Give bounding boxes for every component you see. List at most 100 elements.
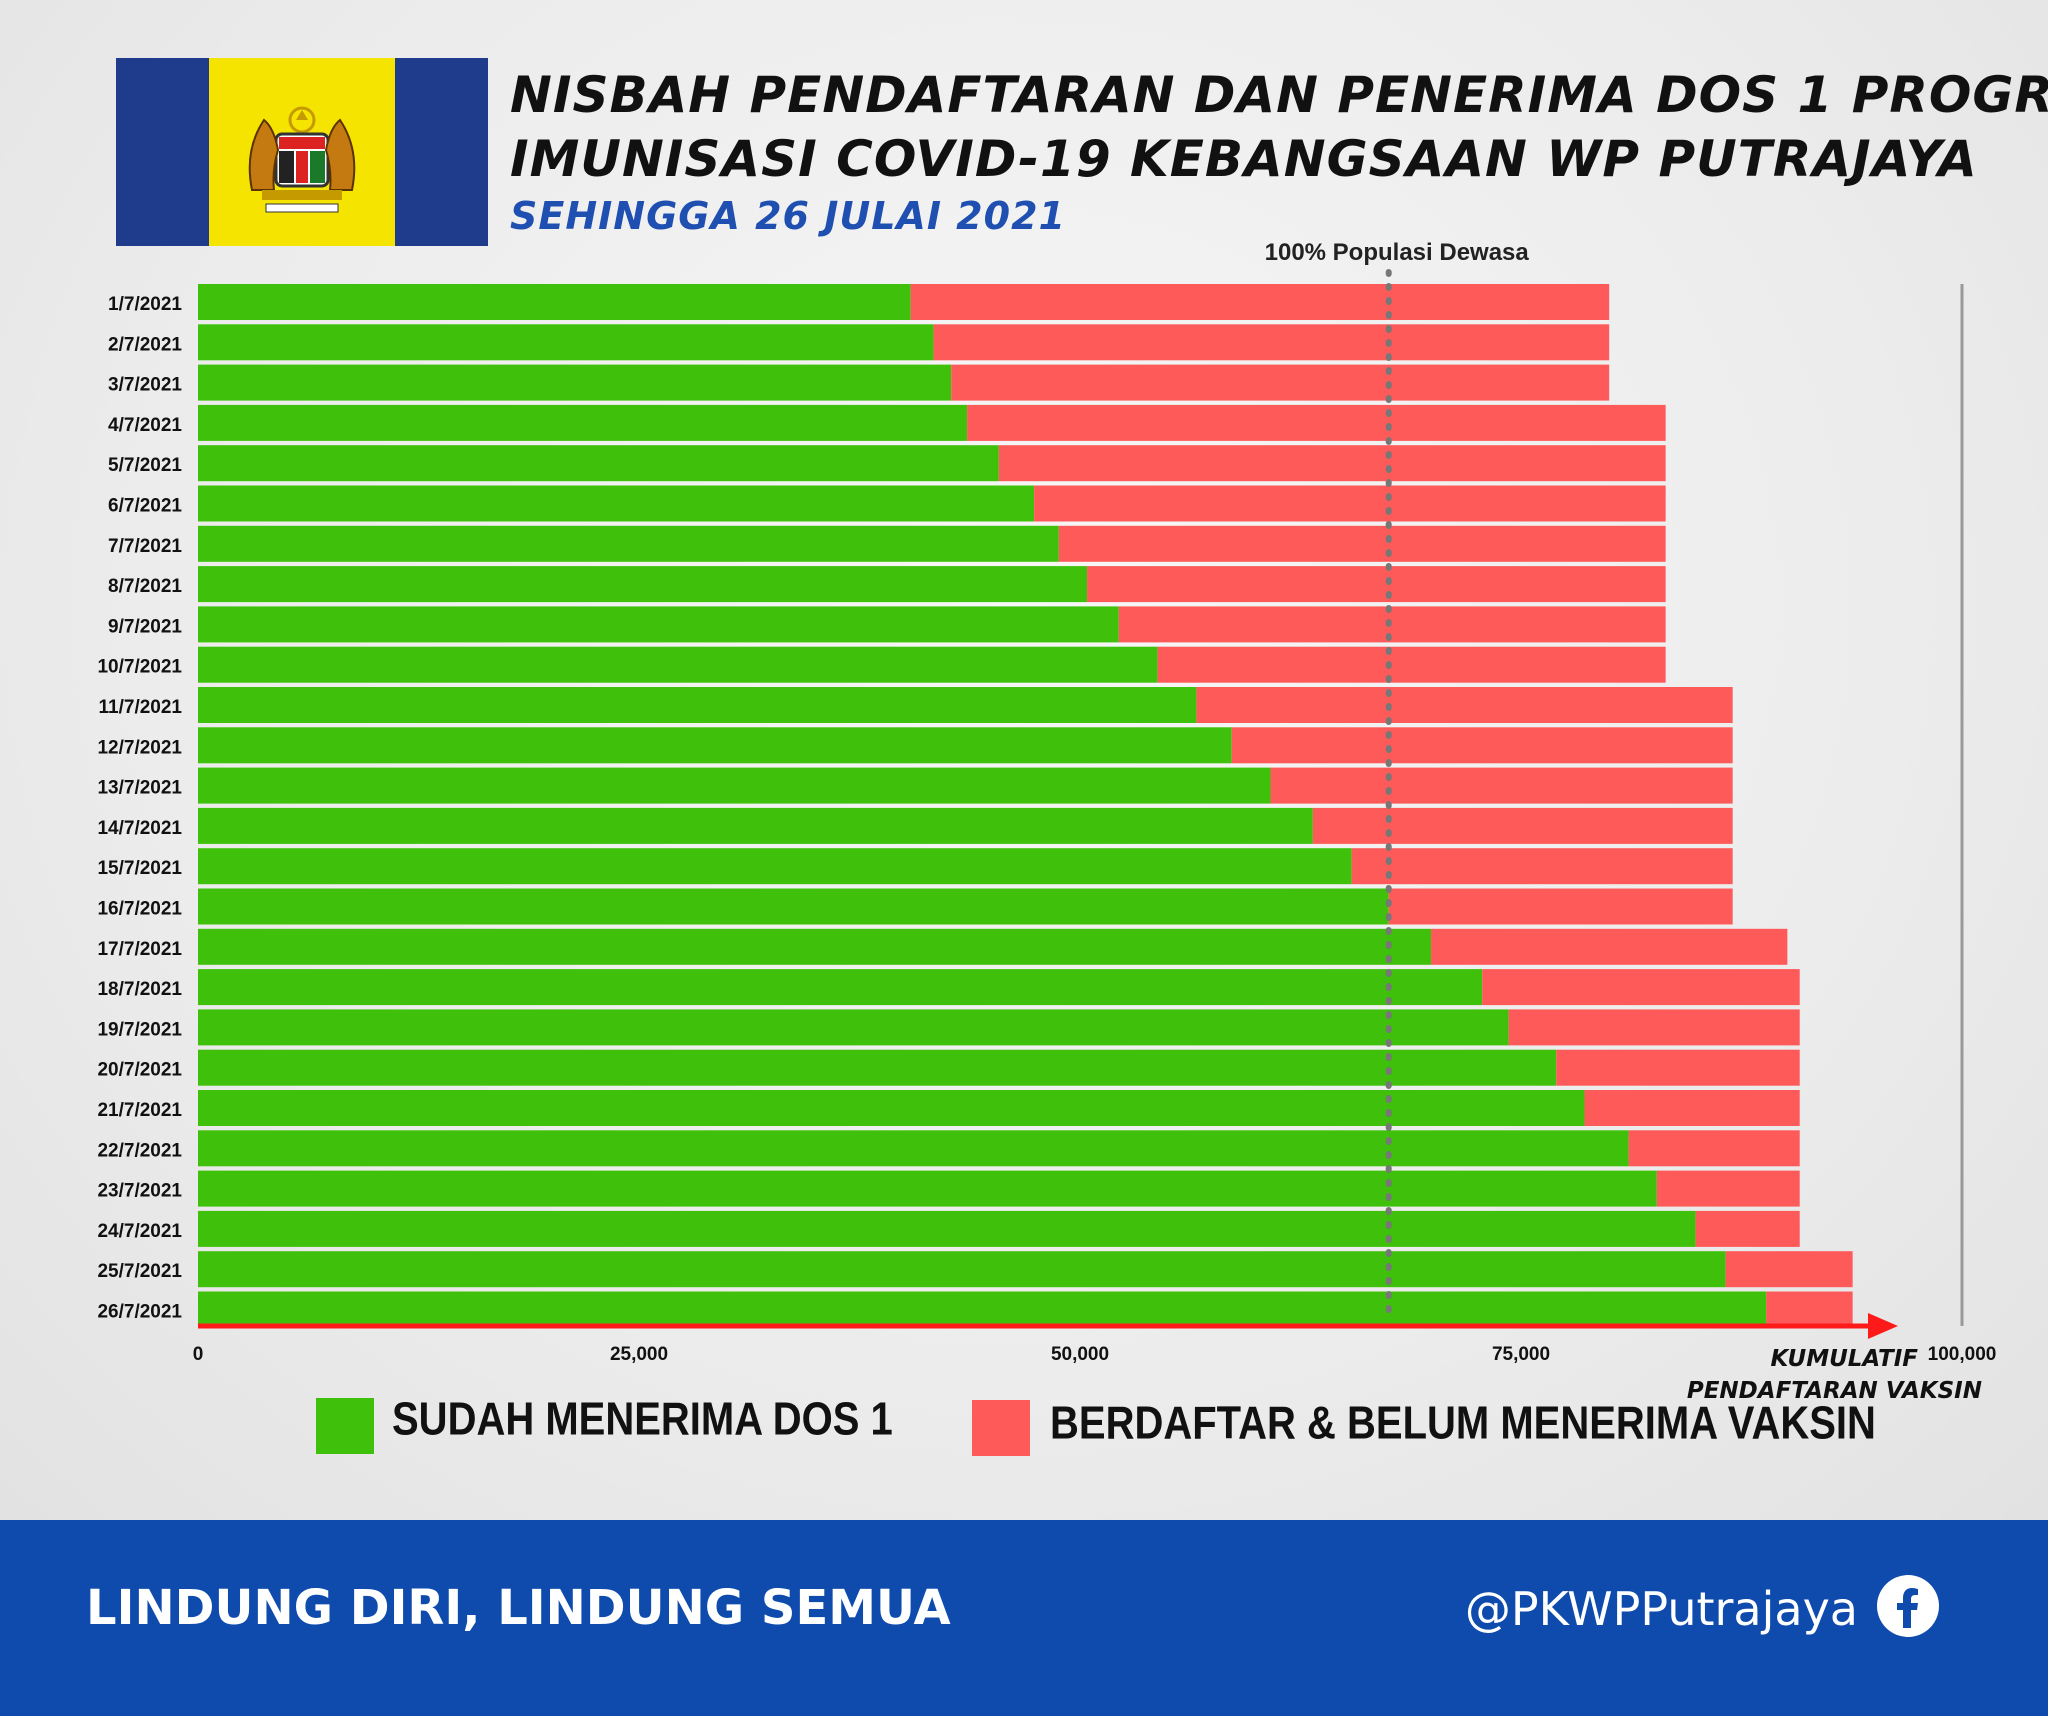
bar-registered [1388, 888, 1733, 925]
bar-registered [1695, 1210, 1800, 1247]
category-label: 23/7/2021 [97, 1181, 182, 1202]
bar-received [198, 1090, 1585, 1126]
bar-registered [998, 445, 1666, 482]
bar-registered [1584, 1090, 1800, 1126]
bar-received [198, 525, 1059, 562]
legend-label-received: SUDAH MENERIMA DOS 1 [392, 1394, 893, 1445]
category-label: 26/7/2021 [97, 1302, 182, 1323]
category-label: 4/7/2021 [108, 415, 182, 436]
category-label: 13/7/2021 [97, 778, 182, 799]
reference-line-label: 100% Populasi Dewasa [1265, 239, 1530, 266]
bar-registered [1058, 525, 1666, 562]
x-tick-label: 100,000 [1928, 1344, 1997, 1365]
bar-registered [1628, 1130, 1800, 1167]
category-label: 8/7/2021 [108, 576, 182, 597]
bar-received [198, 404, 968, 441]
x-tick-label: 25,000 [610, 1344, 668, 1365]
bar-registered [1312, 807, 1733, 844]
bar-received [198, 687, 1197, 723]
putrajaya-flag [116, 58, 488, 246]
x-tick-label: 50,000 [1051, 1344, 1109, 1365]
category-label: 12/7/2021 [97, 737, 182, 758]
bar-registered [1766, 1291, 1853, 1328]
legend-label-registered: BERDAFTAR & BELUM MENERIMA VAKSIN [1050, 1398, 1876, 1449]
bar-received [198, 1251, 1726, 1288]
bar-received [198, 888, 1389, 925]
bar-registered [951, 364, 1610, 401]
bar-received [198, 364, 952, 401]
category-label: 6/7/2021 [108, 496, 182, 517]
category-label: 2/7/2021 [108, 334, 182, 355]
chart-title-line-2: IMUNISASI COVID-19 KEBANGSAAN WP PUTRAJA… [510, 130, 1978, 188]
bar-registered [1157, 646, 1666, 683]
x-axis-title-line-1: KUMULATIF [1771, 1346, 1919, 1372]
category-label: 15/7/2021 [97, 858, 182, 879]
social-handle[interactable]: @PKWPPutrajaya [1464, 1582, 1858, 1636]
bar-registered [967, 404, 1666, 441]
bar-received [198, 1009, 1509, 1046]
category-label: 25/7/2021 [97, 1261, 182, 1282]
category-label: 9/7/2021 [108, 616, 182, 637]
legend-swatch-registered [972, 1400, 1030, 1456]
bar-registered [1034, 485, 1666, 522]
coat-of-arms-icon [248, 106, 356, 213]
x-axis-arrowhead [1868, 1313, 1898, 1339]
category-label: 7/7/2021 [108, 536, 182, 557]
bar-registered [1431, 928, 1788, 965]
category-label: 10/7/2021 [97, 657, 182, 678]
x-tick-label: 75,000 [1492, 1344, 1550, 1365]
category-label: 22/7/2021 [97, 1140, 182, 1161]
bar-received [198, 445, 999, 482]
bar-registered [1656, 1170, 1800, 1207]
bar-received [198, 969, 1483, 1006]
x-tick-label: 0 [193, 1344, 204, 1365]
bar-received [198, 646, 1158, 683]
category-label: 11/7/2021 [99, 697, 183, 718]
bar-registered [910, 284, 1610, 320]
category-label: 14/7/2021 [97, 818, 182, 839]
chart-subtitle: SEHINGGA 26 JULAI 2021 [510, 194, 1066, 238]
bar-received [198, 848, 1352, 885]
category-label: 18/7/2021 [97, 979, 182, 1000]
footer-slogan: LINDUNG DIRI, LINDUNG SEMUA [86, 1580, 951, 1636]
bar-received [198, 485, 1035, 522]
category-label: 1/7/2021 [108, 294, 182, 315]
bar-registered [1482, 969, 1800, 1006]
x-axis-title-line-2: PENDAFTARAN VAKSIN [1687, 1378, 1982, 1404]
bar-registered [1725, 1251, 1853, 1288]
bar-registered [1351, 848, 1733, 885]
bar-received [198, 324, 934, 361]
bar-registered [1087, 566, 1666, 603]
bar-received [198, 566, 1088, 603]
bar-received [198, 284, 911, 320]
bar-received [198, 727, 1232, 764]
category-labels-layer: 1/7/2021 2/7/2021 3/7/2021 4/7/2021 5/7/2021… [97, 294, 182, 1323]
bar-received [198, 1291, 1767, 1328]
bar-received [198, 1210, 1696, 1247]
category-label: 17/7/2021 [97, 939, 182, 960]
category-label: 24/7/2021 [97, 1221, 182, 1242]
category-label: 3/7/2021 [108, 375, 182, 396]
legend-swatch-received [316, 1398, 374, 1454]
bar-received [198, 1049, 1557, 1086]
category-label: 20/7/2021 [97, 1060, 182, 1081]
footer-banner: LINDUNG DIRI, LINDUNG SEMUA @PKWPPutraja… [0, 1520, 2048, 1716]
bar-received [198, 928, 1432, 965]
chart-title-line-1: NISBAH PENDAFTARAN DAN PENERIMA DOS 1 PR… [510, 66, 2048, 124]
bar-registered [1508, 1009, 1800, 1046]
bar-received [198, 606, 1119, 643]
category-label: 21/7/2021 [97, 1100, 182, 1121]
bar-received [198, 767, 1271, 804]
bar-received [198, 1130, 1629, 1167]
facebook-icon[interactable] [1876, 1574, 1940, 1638]
stacked-bar-chart: 1/7/2021 2/7/2021 3/7/2021 4/7/2021 5/7/2021… [97, 239, 1997, 1404]
bar-registered [1270, 767, 1733, 804]
category-label: 5/7/2021 [108, 455, 182, 476]
category-label: 16/7/2021 [97, 899, 182, 920]
bars-layer [198, 284, 1853, 1328]
bar-received [198, 1170, 1657, 1207]
bar-registered [1118, 606, 1666, 643]
bar-registered [933, 324, 1610, 361]
category-label: 19/7/2021 [97, 1019, 182, 1040]
bar-registered [1556, 1049, 1800, 1086]
